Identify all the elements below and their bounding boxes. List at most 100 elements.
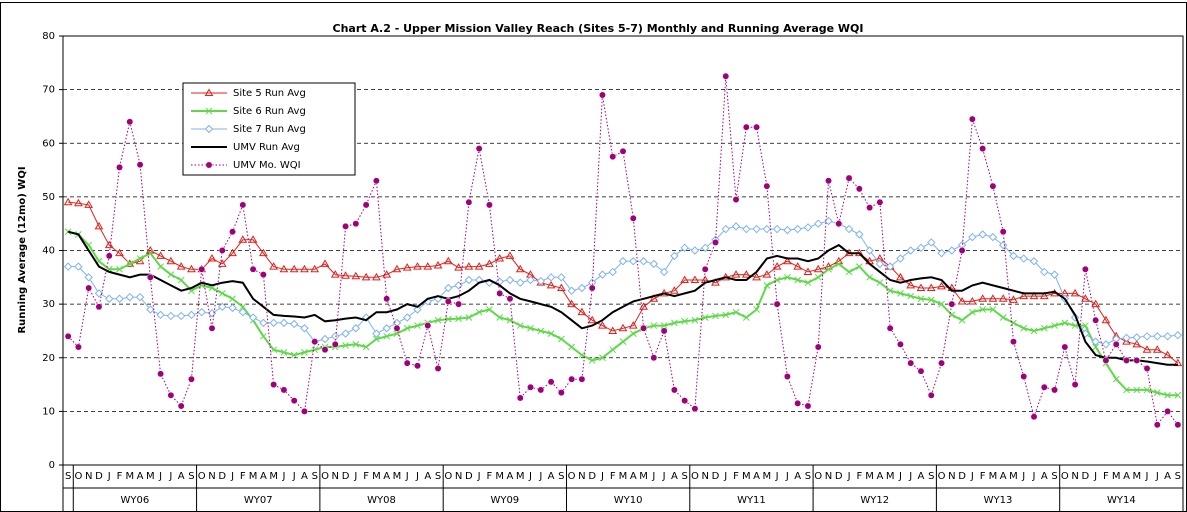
x-tick-label: S (312, 471, 318, 482)
data-point (383, 295, 391, 303)
data-point (279, 264, 289, 273)
y-tick-label: 80 (42, 31, 55, 42)
data-point (403, 359, 411, 367)
data-point (814, 219, 823, 228)
data-point (793, 262, 803, 270)
data-point (63, 197, 73, 206)
data-point (957, 296, 967, 305)
data-point (814, 343, 822, 351)
data-point (536, 276, 546, 286)
data-point (1163, 332, 1172, 341)
data-point (341, 329, 350, 338)
data-point (1143, 386, 1151, 394)
x-tick-label: D (95, 471, 103, 482)
data-point (310, 264, 320, 273)
data-point (454, 263, 463, 271)
data-point (94, 289, 104, 298)
data-point (289, 264, 299, 273)
x-tick-label: A (1123, 471, 1130, 482)
data-point (496, 314, 504, 321)
data-point (198, 265, 206, 273)
y-tick-label: 60 (42, 138, 55, 149)
data-point (690, 246, 700, 255)
data-point (362, 201, 370, 209)
group-label: WY10 (614, 495, 643, 506)
data-point (701, 265, 709, 273)
data-point (229, 295, 236, 303)
data-point (907, 359, 915, 367)
data-point (126, 118, 134, 126)
data-point (886, 324, 894, 332)
data-point (650, 354, 658, 362)
x-tick-label: J (908, 471, 912, 482)
data-point (1029, 257, 1039, 266)
data-point (803, 223, 813, 232)
data-point (372, 272, 381, 281)
data-point (464, 275, 474, 285)
data-point (813, 264, 823, 273)
data-point (732, 196, 740, 204)
data-point (958, 316, 966, 324)
x-tick-label: A (1164, 471, 1171, 482)
data-point (618, 323, 628, 332)
data-point (239, 201, 247, 209)
data-point (177, 402, 185, 410)
data-point (546, 273, 556, 282)
data-point (361, 272, 371, 281)
x-tick-label: O (568, 471, 576, 482)
data-point (927, 238, 936, 247)
data-point (1040, 324, 1048, 332)
x-tick-label: M (619, 471, 628, 482)
x-tick-label: S (1175, 471, 1181, 482)
x-tick-label: A (301, 471, 308, 482)
x-tick-label: N (455, 471, 462, 482)
data-point (207, 254, 217, 262)
data-point (989, 182, 997, 190)
data-point (125, 292, 134, 302)
data-point (958, 247, 966, 254)
x-tick-label: S (188, 471, 194, 482)
series-line (68, 201, 1179, 364)
series (63, 216, 1183, 349)
data-point (567, 286, 576, 295)
data-point (486, 306, 493, 313)
data-point (906, 246, 915, 255)
data-point (577, 307, 587, 316)
data-point (629, 214, 637, 222)
group-label: WY12 (860, 495, 889, 506)
data-point (557, 389, 565, 397)
data-point (722, 311, 730, 319)
data-point (598, 321, 607, 329)
data-point (1142, 345, 1152, 353)
x-tick-label: J (1145, 471, 1149, 482)
data-point (485, 201, 493, 209)
data-point (608, 326, 618, 334)
data-point (176, 262, 186, 270)
data-point (1123, 386, 1130, 394)
data-point (496, 289, 504, 297)
data-point (342, 222, 350, 230)
data-point (660, 327, 668, 335)
data-point (876, 198, 884, 206)
data-point (639, 257, 648, 266)
data-point (105, 252, 113, 260)
data-point (1132, 333, 1141, 342)
y-tick-label: 20 (42, 353, 55, 364)
data-point (557, 273, 566, 282)
data-point (783, 373, 791, 380)
data-point (229, 228, 236, 236)
data-point (906, 280, 916, 289)
data-point (382, 324, 391, 333)
data-point (392, 264, 402, 273)
data-point (424, 322, 432, 330)
data-point (588, 284, 596, 292)
data-point (649, 294, 659, 302)
data-point (1112, 375, 1120, 383)
x-tick-label: M (865, 471, 874, 482)
data-point (331, 340, 339, 348)
data-point (547, 378, 555, 386)
data-point (146, 305, 155, 314)
data-point (146, 249, 154, 257)
data-point (969, 308, 976, 316)
x-tick-label: O (444, 471, 452, 482)
